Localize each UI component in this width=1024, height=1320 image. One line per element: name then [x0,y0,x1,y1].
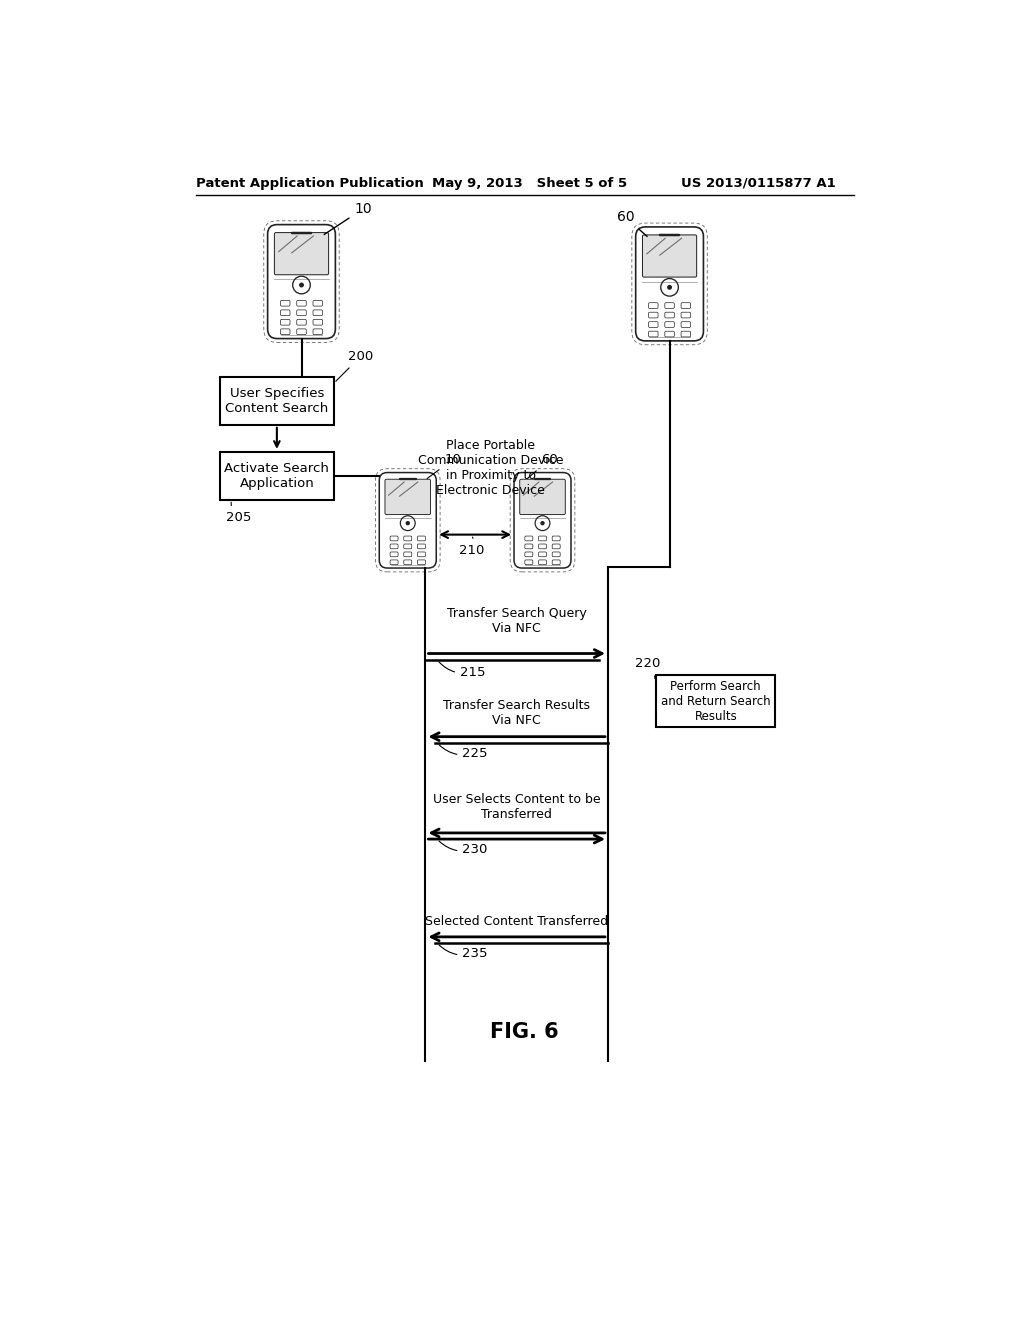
Text: Place Portable
Communication Device
in Proximity to
Electronic Device: Place Portable Communication Device in P… [418,440,563,498]
Text: Activate Search
Application: Activate Search Application [224,462,330,490]
Text: FIG. 6: FIG. 6 [490,1023,559,1043]
FancyBboxPatch shape [281,301,290,306]
Circle shape [407,521,410,524]
Text: 10: 10 [427,453,461,479]
Circle shape [541,521,544,524]
FancyBboxPatch shape [313,319,323,325]
FancyBboxPatch shape [418,536,425,541]
Text: 235: 235 [439,945,487,960]
FancyBboxPatch shape [297,329,306,334]
FancyBboxPatch shape [379,473,436,568]
FancyBboxPatch shape [552,560,560,565]
FancyBboxPatch shape [525,560,532,565]
Text: User Specifies
Content Search: User Specifies Content Search [225,387,329,414]
FancyBboxPatch shape [313,310,323,315]
FancyBboxPatch shape [539,552,547,557]
FancyBboxPatch shape [539,544,547,549]
Text: 60: 60 [616,210,647,236]
Text: 200: 200 [336,350,373,381]
FancyBboxPatch shape [665,322,674,327]
Text: Perform Search
and Return Search
Results: Perform Search and Return Search Results [660,680,771,723]
FancyBboxPatch shape [648,313,658,318]
Text: US 2013/0115877 A1: US 2013/0115877 A1 [681,177,836,190]
Text: User Selects Content to be
Transferred: User Selects Content to be Transferred [433,792,600,821]
FancyBboxPatch shape [539,560,547,565]
FancyBboxPatch shape [665,331,674,337]
Text: 220: 220 [635,657,659,678]
FancyBboxPatch shape [681,331,690,337]
FancyBboxPatch shape [403,560,412,565]
FancyBboxPatch shape [297,319,306,325]
FancyBboxPatch shape [281,310,290,315]
FancyBboxPatch shape [281,319,290,325]
Text: Patent Application Publication: Patent Application Publication [196,177,424,190]
FancyBboxPatch shape [390,544,398,549]
Text: Transfer Search Results
Via NFC: Transfer Search Results Via NFC [443,700,590,727]
Text: May 9, 2013   Sheet 5 of 5: May 9, 2013 Sheet 5 of 5 [432,177,628,190]
FancyBboxPatch shape [281,329,290,334]
FancyBboxPatch shape [552,544,560,549]
FancyBboxPatch shape [636,227,703,341]
FancyBboxPatch shape [390,536,398,541]
Text: 215: 215 [439,661,485,678]
FancyBboxPatch shape [648,331,658,337]
FancyBboxPatch shape [665,313,674,318]
Text: 10: 10 [325,202,372,235]
FancyBboxPatch shape [274,232,329,275]
FancyBboxPatch shape [681,302,690,309]
FancyBboxPatch shape [297,301,306,306]
FancyBboxPatch shape [525,536,532,541]
Text: Selected Content Transferred: Selected Content Transferred [425,915,608,928]
FancyBboxPatch shape [552,552,560,557]
FancyBboxPatch shape [403,536,412,541]
Text: 225: 225 [439,744,487,760]
FancyBboxPatch shape [220,378,334,425]
FancyBboxPatch shape [267,224,336,339]
Text: 230: 230 [439,841,487,855]
Circle shape [300,284,303,286]
FancyBboxPatch shape [656,675,775,727]
FancyBboxPatch shape [681,322,690,327]
FancyBboxPatch shape [418,560,425,565]
FancyBboxPatch shape [403,544,412,549]
FancyBboxPatch shape [552,536,560,541]
Text: 60: 60 [527,453,557,478]
FancyBboxPatch shape [390,552,398,557]
FancyBboxPatch shape [642,235,696,277]
Text: 205: 205 [226,503,252,524]
FancyBboxPatch shape [385,479,430,515]
FancyBboxPatch shape [520,479,565,515]
FancyBboxPatch shape [648,302,658,309]
FancyBboxPatch shape [525,552,532,557]
FancyBboxPatch shape [665,302,674,309]
FancyBboxPatch shape [220,451,334,499]
FancyBboxPatch shape [297,310,306,315]
Circle shape [668,285,672,289]
Text: Transfer Search Query
Via NFC: Transfer Search Query Via NFC [446,607,587,635]
FancyBboxPatch shape [525,544,532,549]
FancyBboxPatch shape [403,552,412,557]
FancyBboxPatch shape [313,301,323,306]
FancyBboxPatch shape [514,473,571,568]
FancyBboxPatch shape [539,536,547,541]
FancyBboxPatch shape [418,544,425,549]
Text: 210: 210 [459,537,484,557]
FancyBboxPatch shape [313,329,323,334]
FancyBboxPatch shape [648,322,658,327]
FancyBboxPatch shape [681,313,690,318]
FancyBboxPatch shape [418,552,425,557]
FancyBboxPatch shape [390,560,398,565]
